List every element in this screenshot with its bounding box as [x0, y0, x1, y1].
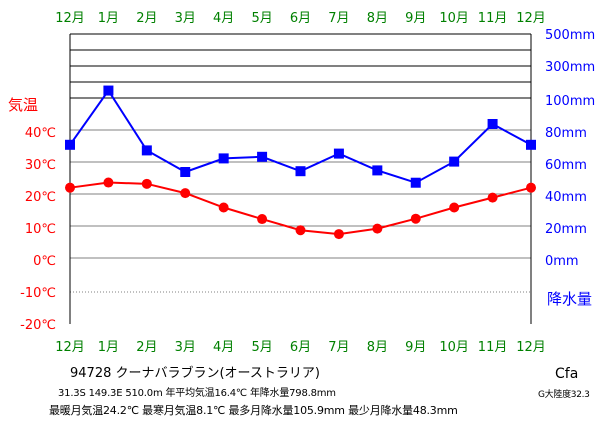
continentality-index: G大陸度32.3 — [538, 390, 590, 400]
temperature-tick-label: 10℃ — [25, 222, 56, 237]
precipitation-point — [410, 177, 421, 188]
precipitation-point — [526, 139, 536, 150]
precip-tick-label: 0mm — [545, 254, 579, 269]
climate-class: Cfa — [555, 366, 579, 382]
month-label-top: 4月 — [213, 11, 234, 26]
month-label-bottom: 8月 — [367, 340, 388, 355]
month-label-top: 8月 — [367, 11, 388, 26]
month-label-bottom: 12月 — [516, 340, 546, 355]
month-label-bottom: 5月 — [251, 340, 272, 355]
month-label-bottom: 9月 — [405, 340, 426, 355]
precipitation-point — [141, 145, 152, 156]
temperature-point — [218, 202, 229, 213]
month-label-top: 12月 — [55, 11, 85, 26]
precipitation-axis-title: 降水量 — [547, 290, 592, 308]
month-labels-top: 12月 1月 2月 3月 4月 5月 6月 7月 8月 9月 10月 11月 12月 — [55, 11, 546, 26]
month-label-top: 2月 — [136, 11, 157, 26]
temperature-point — [372, 223, 383, 234]
month-label-top: 3月 — [175, 11, 196, 26]
month-label-bottom: 10月 — [439, 340, 469, 355]
temperature-point — [333, 229, 344, 240]
temperature-tick-label: 20℃ — [25, 190, 56, 205]
temperature-tick-label: 0℃ — [33, 254, 56, 269]
temperature-point — [65, 182, 75, 193]
precip-tick-label: 100mm — [545, 94, 595, 109]
temperature-point — [487, 192, 498, 203]
month-label-bottom: 6月 — [290, 340, 311, 355]
temperature-series — [65, 177, 536, 240]
temperature-point — [141, 178, 152, 189]
precipitation-point — [103, 85, 114, 96]
station-stats-line-1: 31.3S 149.3E 510.0m 年平均気温16.4℃ 年降水量798.8… — [58, 388, 336, 399]
precipitation-point — [257, 151, 268, 162]
precip-tick-label: 500mm — [545, 28, 595, 43]
temperature-point — [180, 188, 191, 199]
temperature-point — [410, 213, 421, 224]
upper-precip-band — [70, 33, 531, 99]
station-stats-line-2: 最暖月気温24.2℃ 最寒月気温8.1℃ 最多月降水量105.9mm 最少月降水… — [49, 404, 458, 417]
temperature-axis-title: 気温 — [8, 96, 38, 114]
temperature-point — [295, 225, 306, 236]
temperature-tick-label: 40℃ — [25, 126, 56, 141]
precipitation-point — [487, 119, 498, 129]
precipitation-point — [65, 139, 75, 150]
precipitation-point — [218, 153, 229, 164]
month-label-top: 1月 — [98, 11, 119, 26]
month-label-bottom: 2月 — [136, 340, 157, 355]
temperature-tick-label: -20℃ — [20, 318, 56, 333]
month-label-bottom: 4月 — [213, 340, 234, 355]
temperature-point — [526, 182, 536, 193]
precipitation-point — [449, 156, 460, 167]
month-label-top: 9月 — [405, 11, 426, 26]
month-label-top: 7月 — [328, 11, 349, 26]
precip-tick-label: 40mm — [545, 190, 587, 205]
month-label-top: 5月 — [251, 11, 272, 26]
precipitation-point — [333, 148, 344, 159]
month-label-bottom: 11月 — [478, 340, 508, 355]
precipitation-point — [295, 166, 306, 177]
precipitation-point — [180, 167, 191, 177]
temperature-axis-labels: 40℃ 30℃ 20℃ 10℃ 0℃ -10℃ -20℃ — [20, 126, 56, 333]
precipitation-axis-labels: 100mm 80mm 60mm 40mm 20mm 0mm 500mm 300mm — [545, 28, 595, 269]
month-label-bottom: 1月 — [98, 340, 119, 355]
precipitation-point — [372, 165, 383, 176]
month-label-top: 10月 — [439, 11, 469, 26]
temperature-point — [449, 202, 460, 213]
month-label-bottom: 3月 — [175, 340, 196, 355]
temperature-tick-label: 30℃ — [25, 158, 56, 173]
temperature-tick-label: -10℃ — [20, 286, 56, 301]
month-label-bottom: 12月 — [55, 340, 85, 355]
precip-tick-label: 20mm — [545, 222, 587, 237]
temperature-point — [103, 177, 114, 188]
month-label-top: 11月 — [478, 11, 508, 26]
precip-tick-label: 80mm — [545, 126, 587, 141]
month-label-bottom: 7月 — [328, 340, 349, 355]
precip-tick-label: 300mm — [545, 60, 595, 75]
month-label-top: 6月 — [290, 11, 311, 26]
plot-frame — [69, 34, 532, 324]
month-labels-bottom: 12月 1月 2月 3月 4月 5月 6月 7月 8月 9月 10月 11月 12月 — [55, 340, 546, 355]
month-label-top: 12月 — [516, 11, 546, 26]
precip-tick-label: 60mm — [545, 158, 587, 173]
temperature-point — [257, 214, 268, 225]
precipitation-series — [65, 85, 536, 188]
station-name: 94728 クーナバラブラン(オーストラリア) — [70, 366, 320, 381]
